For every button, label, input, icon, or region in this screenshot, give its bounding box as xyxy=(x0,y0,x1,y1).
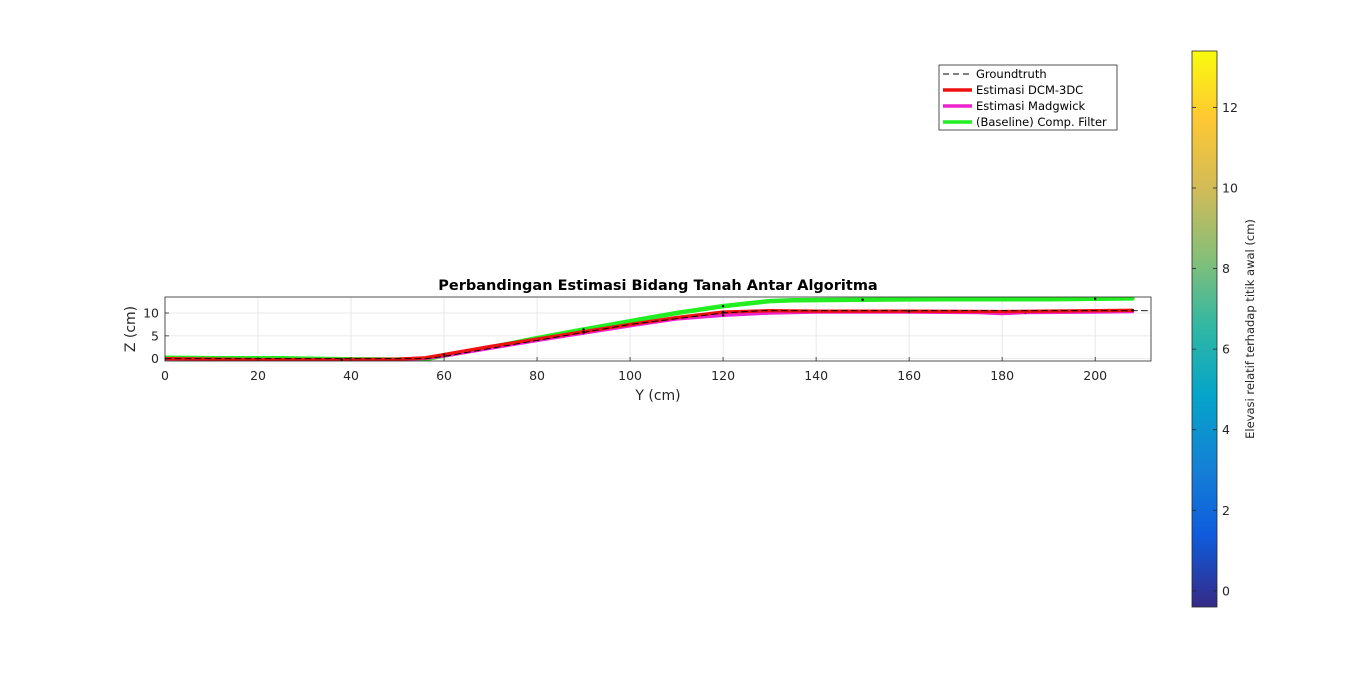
y-axis-label: Z (cm) xyxy=(123,306,139,352)
colorbar-tick-label: 10 xyxy=(1222,180,1238,195)
x-tick-label: 100 xyxy=(618,368,642,383)
colorbar-tick-label: 12 xyxy=(1222,100,1238,115)
legend-box xyxy=(938,64,1118,131)
legend-entry-label: Estimasi DCM-3DC xyxy=(976,83,1083,97)
colorbar-label: Elevasi relatif terhadap titik awal (cm) xyxy=(1243,219,1257,439)
series-point-baseline-comp-filter xyxy=(861,298,864,301)
x-tick-label: 60 xyxy=(436,368,452,383)
series-point-baseline-comp-filter xyxy=(721,304,725,308)
x-tick-label: 40 xyxy=(343,368,359,383)
x-tick-label: 20 xyxy=(250,368,266,383)
series-point-estimasi-dcm-3dc xyxy=(907,309,911,313)
plot-area xyxy=(165,297,1151,361)
legend-entry-label: Estimasi Madgwick xyxy=(976,99,1086,113)
legend-entry-label: Groundtruth xyxy=(976,67,1047,81)
x-axis: 0 20 40 60 80 100 120 140 160 180 200 xyxy=(161,357,1107,383)
series-point-estimasi-madgwick xyxy=(721,314,725,317)
colorbar: 0 2 4 6 8 10 12 Elevasi relatif terhadap titik… xyxy=(1191,50,1257,608)
x-tick-label: 0 xyxy=(161,368,169,383)
x-axis-label: Y (cm) xyxy=(634,388,680,404)
y-axis: 0 5 10 xyxy=(143,306,169,366)
x-tick-label: 80 xyxy=(529,368,545,383)
y-tick-label: 5 xyxy=(151,328,159,343)
y-tick-label: 0 xyxy=(151,351,159,366)
axes-box xyxy=(164,296,1152,362)
colorbar-tick-label: 8 xyxy=(1222,261,1230,276)
colorbar-tick-label: 2 xyxy=(1222,503,1230,518)
colorbar-tick-label: 0 xyxy=(1222,583,1230,598)
colorbar-tick-label: 4 xyxy=(1222,422,1230,437)
chart-title: Perbandingan Estimasi Bidang Tanah Antar… xyxy=(438,278,877,294)
x-tick-label: 160 xyxy=(897,368,921,383)
legend: Groundtruth Estimasi DCM-3DC Estimasi Madg… xyxy=(938,64,1118,131)
x-tick-label: 120 xyxy=(711,368,735,383)
x-tick-label: 140 xyxy=(804,368,828,383)
colorbar-gradient xyxy=(1191,50,1218,608)
y-tick-label: 10 xyxy=(143,306,159,321)
x-tick-label: 180 xyxy=(990,368,1014,383)
series-point-estimasi-dcm-3dc xyxy=(442,353,446,356)
colorbar-tick-label: 6 xyxy=(1222,342,1230,357)
series-point-baseline-comp-filter xyxy=(1093,297,1097,301)
colorbar-ticks: 0 2 4 6 8 10 12 xyxy=(1192,100,1238,598)
legend-entry-label: (Baseline) Comp. Filter xyxy=(976,115,1107,129)
x-tick-label: 200 xyxy=(1083,368,1107,383)
